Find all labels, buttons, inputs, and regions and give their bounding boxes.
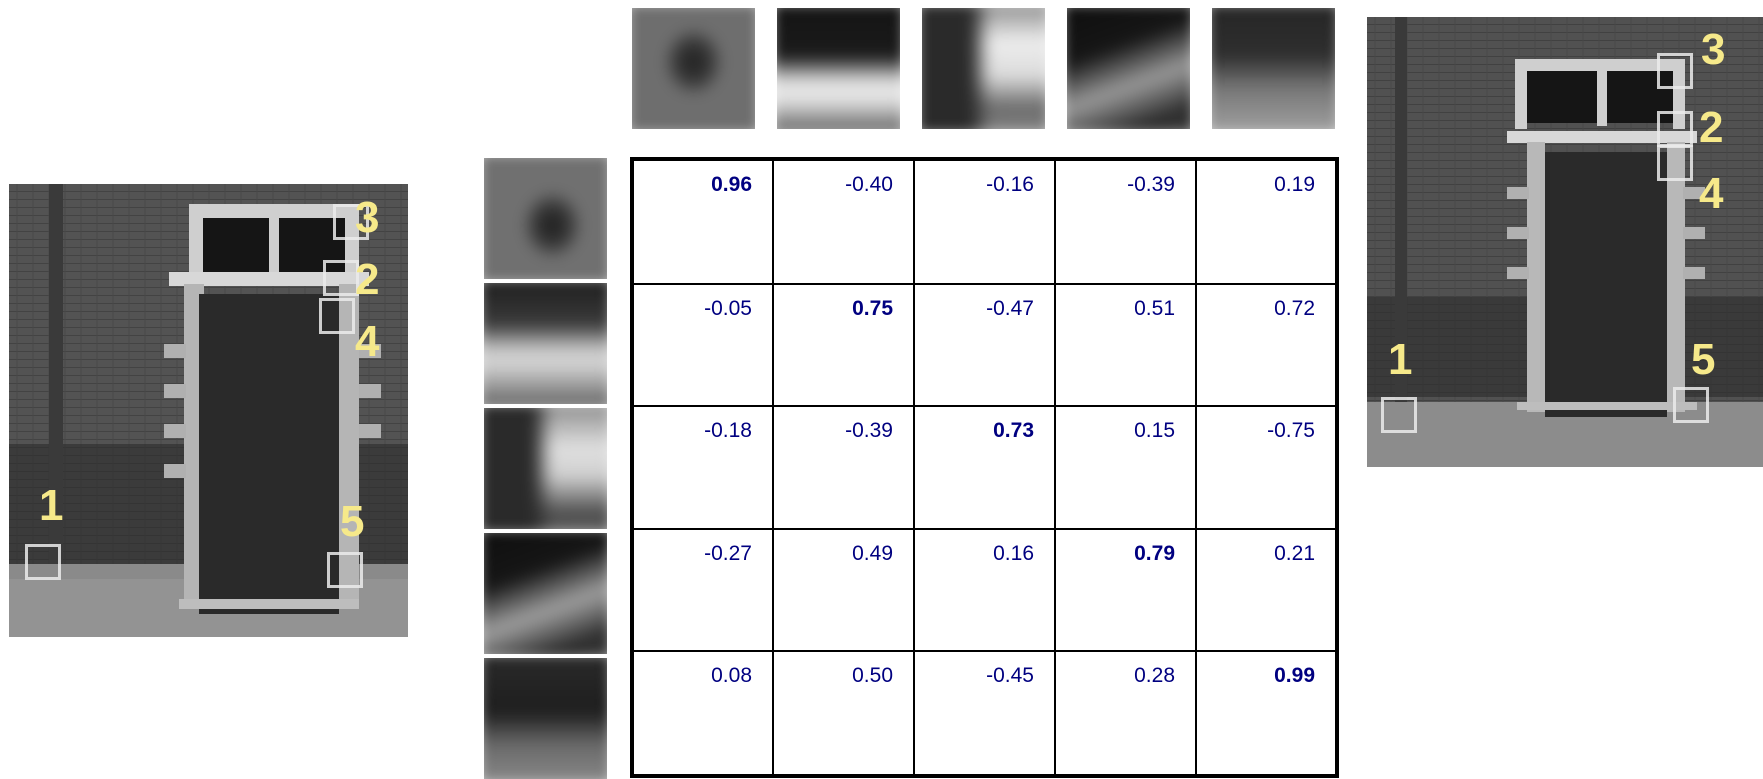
left-marker-box-4 — [319, 298, 355, 334]
left-marker-label-3: 3 — [355, 193, 380, 242]
matrix-cell: 0.51 — [1054, 283, 1197, 408]
matrix-cell: 0.49 — [772, 527, 915, 652]
matrix-cell: -0.27 — [631, 527, 774, 652]
matrix-cell: 0.19 — [1195, 157, 1338, 286]
right-marker-label-3: 3 — [1701, 25, 1726, 74]
top-patch-2 — [777, 8, 900, 129]
left-patch-1 — [484, 158, 607, 279]
matrix-cell: 0.16 — [913, 527, 1056, 652]
matrix-cell: -0.45 — [913, 649, 1056, 778]
matrix-cell: 0.28 — [1054, 649, 1197, 778]
matrix-cell: 0.15 — [1054, 405, 1197, 530]
right-marker-box-1 — [1381, 397, 1417, 433]
matrix-row: 0.96 -0.40 -0.16 -0.39 0.19 — [631, 157, 1338, 286]
matrix-cell: 0.75 — [772, 283, 915, 408]
matrix-cell: -0.18 — [631, 405, 774, 530]
matrix-row: 0.08 0.50 -0.45 0.28 0.99 — [631, 649, 1338, 778]
left-marker-label-4: 4 — [355, 317, 380, 366]
left-marker-label-5: 5 — [340, 497, 365, 546]
top-patch-5 — [1212, 8, 1335, 129]
matrix-cell: 0.08 — [631, 649, 774, 778]
right-marker-box-3 — [1657, 53, 1693, 89]
matrix-cell: -0.75 — [1195, 405, 1338, 530]
left-marker-box-1 — [25, 544, 61, 580]
matrix-cell: -0.16 — [913, 157, 1056, 286]
matrix-row: -0.05 0.75 -0.47 0.51 0.72 — [631, 283, 1338, 408]
left-marker-box-5 — [327, 552, 363, 588]
left-patch-4 — [484, 533, 607, 654]
left-photo-drawing — [9, 184, 408, 637]
right-marker-label-2: 2 — [1699, 103, 1724, 152]
left-patch-3 — [484, 408, 607, 529]
matrix-cell: 0.50 — [772, 649, 915, 778]
matrix-cell: 0.96 — [631, 157, 774, 286]
top-patch-3 — [922, 8, 1045, 129]
left-patch-2 — [484, 283, 607, 404]
left-marker-label-2: 2 — [355, 255, 380, 304]
matrix-cell: -0.47 — [913, 283, 1056, 408]
matrix-cell: -0.39 — [1054, 157, 1197, 286]
right-photo-drawing — [1367, 17, 1763, 467]
matrix-cell: 0.72 — [1195, 283, 1338, 408]
correlation-matrix: 0.96 -0.40 -0.16 -0.39 0.19 -0.05 0.75 -0.47 0.5… — [630, 157, 1339, 778]
left-patch-5 — [484, 658, 607, 779]
matrix-cell: 0.79 — [1054, 527, 1197, 652]
left-marker-label-1: 1 — [39, 481, 64, 530]
right-marker-label-1: 1 — [1388, 335, 1413, 384]
matrix-cell: -0.40 — [772, 157, 915, 286]
right-building-photo — [1367, 17, 1763, 467]
left-marker-box-3 — [333, 204, 369, 240]
left-marker-box-2 — [323, 260, 359, 296]
right-marker-box-2 — [1657, 111, 1693, 147]
matrix-cell: -0.05 — [631, 283, 774, 408]
matrix-cell: 0.73 — [913, 405, 1056, 530]
right-marker-box-4 — [1657, 145, 1693, 181]
right-marker-box-5 — [1673, 387, 1709, 423]
matrix-cell: -0.39 — [772, 405, 915, 530]
matrix-cell: 0.99 — [1195, 649, 1338, 778]
top-patch-1 — [632, 8, 755, 129]
correlation-matrix-body: 0.96 -0.40 -0.16 -0.39 0.19 -0.05 0.75 -0.47 0.5… — [631, 157, 1338, 778]
top-patch-4 — [1067, 8, 1190, 129]
right-marker-label-4: 4 — [1699, 169, 1724, 218]
matrix-cell: 0.21 — [1195, 527, 1338, 652]
right-marker-label-5: 5 — [1691, 335, 1716, 384]
matrix-row: -0.18 -0.39 0.73 0.15 -0.75 — [631, 405, 1338, 530]
matrix-row: -0.27 0.49 0.16 0.79 0.21 — [631, 527, 1338, 652]
left-building-photo — [9, 184, 408, 637]
